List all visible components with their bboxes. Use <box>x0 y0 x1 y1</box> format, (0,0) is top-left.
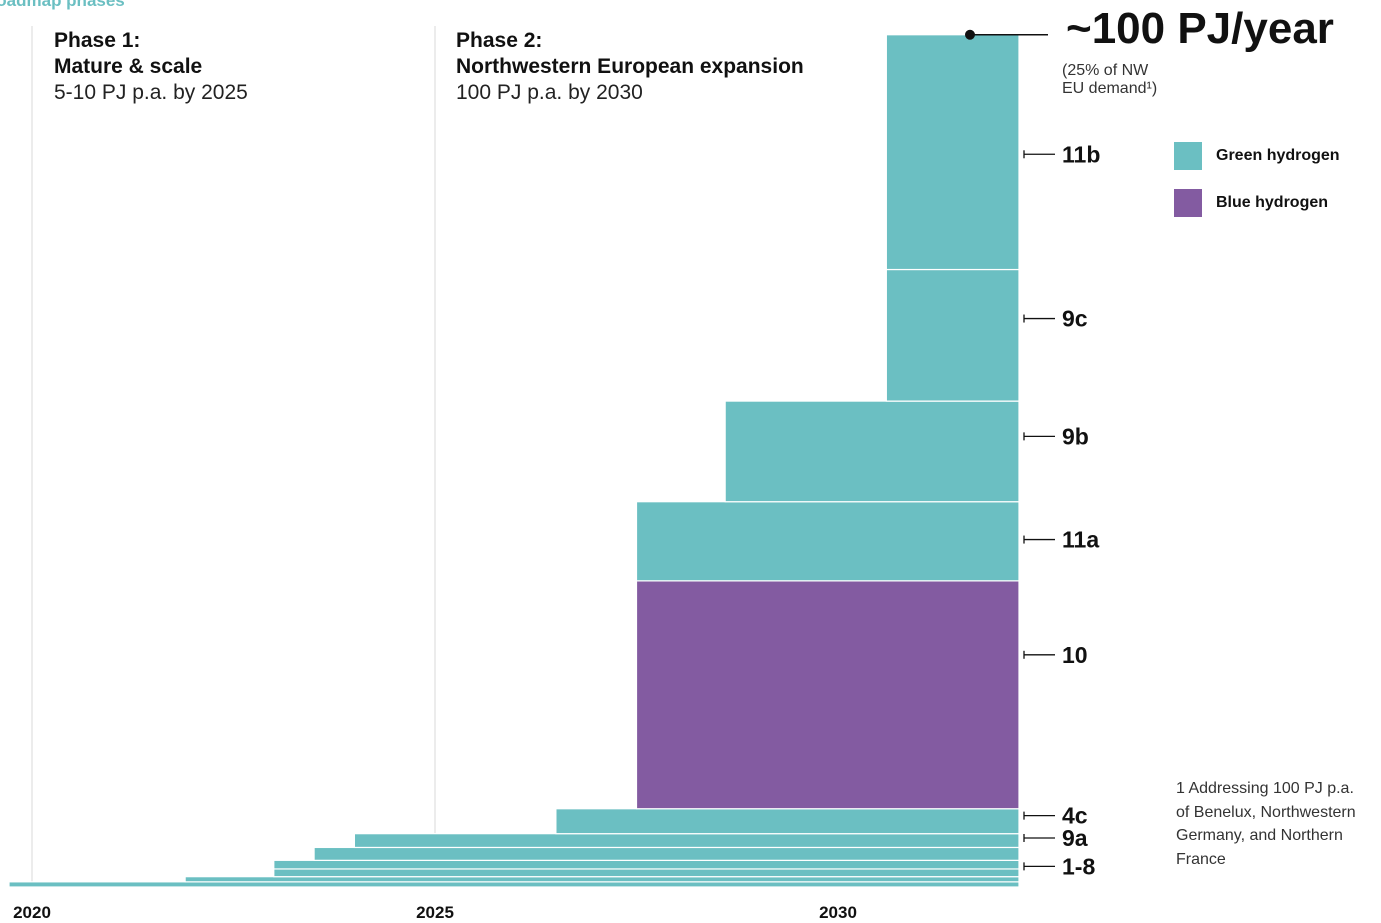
segment-label-11b: 11b <box>1062 141 1100 167</box>
bar-segment-11a-8 <box>635 501 1020 582</box>
bar-segment-9c-10 <box>885 268 1020 402</box>
legend-label-green: Green hydrogen <box>1216 146 1340 164</box>
phase-2-target: 100 PJ p.a. by 2030 <box>456 81 643 104</box>
total-note-line-2: EU demand¹) <box>1062 80 1158 97</box>
legend-swatch-green <box>1174 141 1202 170</box>
phase-1-target: 5-10 PJ p.a. by 2025 <box>54 81 248 104</box>
bar-segment-9b-9 <box>724 400 1020 503</box>
bar-segment-10-7 <box>635 580 1020 810</box>
segment-label-9b: 9b <box>1062 423 1089 449</box>
x-axis-ticks: 2020 2025 2030 <box>13 903 857 922</box>
footnote: 1 Addressing 100 PJ p.a. of Benelux, Nor… <box>1176 780 1356 868</box>
phase-divider-lines <box>31 26 436 887</box>
segment-label-9c: 9c <box>1062 306 1088 332</box>
phase-1-heading: Phase 1: <box>54 29 141 52</box>
segment-label-1-8: 1-8 <box>1062 853 1095 879</box>
legend-swatch-blue <box>1174 188 1202 217</box>
legend-label-blue: Blue hydrogen <box>1216 193 1329 211</box>
bar-segment-4c-6 <box>555 808 1020 835</box>
bar-segment-1-8-4 <box>313 846 1020 861</box>
bar-segment-1-8-0 <box>8 881 1020 888</box>
bar-segment-9a-5 <box>353 833 1020 849</box>
bar-segment-1-8-1 <box>184 876 1020 883</box>
x-tick-2025: 2025 <box>416 903 454 922</box>
section-header: Roadmap phases <box>0 0 125 10</box>
legend-item-green: Green hydrogen <box>1174 141 1340 170</box>
total-note-line-1: (25% of NW <box>1062 62 1149 79</box>
phase-1-title: Phase 1: Mature & scale 5-10 PJ p.a. by … <box>54 28 248 106</box>
segment-label-9a: 9a <box>1062 825 1088 851</box>
segment-label-11a: 11a <box>1062 527 1099 553</box>
phase-1-name: Mature & scale <box>54 55 203 78</box>
legend-item-blue: Blue hydrogen <box>1174 188 1340 217</box>
x-tick-2020: 2020 <box>13 903 51 922</box>
segment-label-10: 10 <box>1062 642 1088 668</box>
phase-2-title: Phase 2: Northwestern European expansion… <box>456 28 804 106</box>
legend: Green hydrogen Blue hydrogen <box>1174 141 1340 235</box>
capacity-bars <box>8 29 1048 888</box>
bar-segment-1-8-3 <box>273 859 1020 870</box>
segment-label-4c: 4c <box>1062 803 1088 829</box>
total-capacity-label: ~100 PJ/year <box>1066 4 1334 53</box>
bar-segment-1-8-2 <box>273 868 1020 878</box>
x-tick-2030: 2030 <box>819 903 857 922</box>
bar-segment-11b-11 <box>885 34 1020 271</box>
phase-2-name: Northwestern European expansion <box>456 55 804 78</box>
total-capacity-note: (25% of NW EU demand¹) <box>1062 62 1202 98</box>
phase-2-heading: Phase 2: <box>456 29 543 52</box>
